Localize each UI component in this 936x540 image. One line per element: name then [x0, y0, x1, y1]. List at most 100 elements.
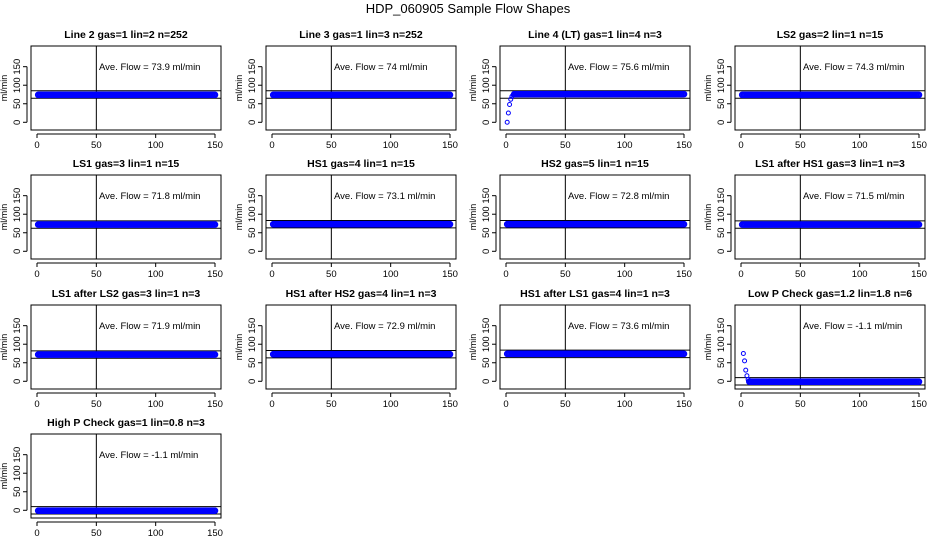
average-flow-annotation: Ave. Flow = 71.8 ml/min: [99, 191, 200, 202]
x-tick-label: 100: [148, 140, 164, 151]
data-point: [508, 96, 514, 102]
x-tick-label: 0: [738, 399, 743, 410]
x-tick-label: 150: [676, 140, 692, 151]
y-tick-label: 150: [12, 318, 23, 334]
data-point: [915, 91, 923, 99]
y-tick-label: 50: [481, 357, 492, 368]
y-tick-label: 50: [716, 357, 727, 368]
data-point: [743, 367, 749, 373]
x-tick-label: 150: [911, 140, 927, 151]
x-tick-label: 0: [503, 269, 508, 280]
x-tick-label: 100: [148, 528, 164, 539]
x-tick-label: 0: [269, 399, 274, 410]
y-tick-label: 50: [247, 227, 258, 238]
x-tick-label: 150: [676, 399, 692, 410]
data-point: [742, 358, 748, 364]
y-tick-label: 50: [12, 486, 23, 497]
data-points: [269, 91, 454, 99]
y-tick-label: 100: [12, 336, 23, 352]
panel-title: LS2 gas=2 lin=1 n=15: [777, 29, 884, 41]
y-tick-label: 0: [12, 508, 23, 513]
data-point: [211, 507, 219, 514]
x-tick-label: 50: [795, 399, 806, 410]
x-tick-label: 100: [852, 269, 868, 280]
y-tick-label: 150: [716, 318, 727, 334]
x-tick-label: 150: [207, 399, 223, 410]
y-tick-label: 100: [12, 465, 23, 481]
data-point: [680, 90, 688, 98]
plot-frame: [30, 433, 222, 519]
x-tick-label: 150: [442, 399, 458, 410]
y-tick-label: 0: [716, 249, 727, 254]
chart-panel-12: Low P Check gas=1.2 lin=1.8 n=6 0 50 100 150…: [703, 288, 927, 410]
plot-frame: [734, 304, 926, 390]
y-tick-label: 0: [481, 249, 492, 254]
x-tick-label: 100: [852, 140, 868, 151]
y-axis-label: ml/min: [468, 334, 478, 361]
y-axis-label: ml/min: [234, 204, 244, 231]
plot-frame: [734, 45, 926, 131]
chart-panel-9: LS1 after LS2 gas=3 lin=1 n=3 0 50 100 150 0 5…: [0, 288, 223, 410]
x-tick-label: 0: [34, 140, 39, 151]
data-points: [740, 350, 923, 385]
y-tick-label: 100: [716, 77, 727, 93]
average-flow-annotation: Ave. Flow = 71.9 ml/min: [99, 321, 200, 332]
average-flow-annotation: Ave. Flow = 73.9 ml/min: [99, 62, 200, 73]
chart-panel-11: HS1 after LS1 gas=4 lin=1 n=3 0 50 100 150 0 5…: [468, 288, 692, 410]
y-tick-label: 100: [247, 336, 258, 352]
y-tick-label: 0: [247, 249, 258, 254]
y-tick-label: 100: [716, 336, 727, 352]
plot-frame: [265, 304, 457, 390]
x-tick-label: 0: [34, 269, 39, 280]
chart-panel-10: HS1 after HS2 gas=4 lin=1 n=3 0 50 100 150 0 5…: [234, 288, 458, 410]
x-tick-label: 100: [617, 399, 633, 410]
panel-title: HS1 gas=4 lin=1 n=15: [307, 158, 415, 170]
average-flow-annotation: Ave. Flow = 72.8 ml/min: [568, 191, 669, 202]
data-point: [446, 91, 454, 99]
plot-frame: [499, 174, 691, 260]
x-tick-label: 50: [560, 269, 571, 280]
y-tick-label: 50: [12, 98, 23, 109]
panel-title: HS1 after LS1 gas=4 lin=1 n=3: [520, 288, 670, 300]
plot-frame: [499, 304, 691, 390]
chart-panel-8: LS1 after HS1 gas=3 lin=1 n=3 0 50 100 150 0 5…: [703, 158, 927, 280]
y-tick-label: 150: [247, 59, 258, 75]
y-tick-label: 50: [12, 227, 23, 238]
y-tick-label: 100: [716, 206, 727, 222]
y-tick-label: 50: [716, 98, 727, 109]
x-tick-label: 50: [560, 399, 571, 410]
data-point: [446, 350, 454, 358]
x-tick-label: 0: [34, 528, 39, 539]
y-tick-label: 150: [716, 188, 727, 204]
x-tick-label: 50: [326, 399, 337, 410]
x-tick-label: 0: [503, 140, 508, 151]
y-axis-label: ml/min: [703, 204, 713, 231]
y-tick-label: 0: [481, 379, 492, 384]
y-tick-label: 100: [481, 77, 492, 93]
x-tick-label: 50: [91, 399, 102, 410]
average-flow-annotation: Ave. Flow = 74.3 ml/min: [803, 62, 904, 73]
data-point: [915, 378, 923, 385]
average-flow-annotation: Ave. Flow = 72.9 ml/min: [334, 321, 435, 332]
y-tick-label: 0: [247, 120, 258, 125]
x-tick-label: 0: [738, 140, 743, 151]
x-tick-label: 50: [91, 528, 102, 539]
y-tick-label: 0: [12, 120, 23, 125]
y-tick-label: 50: [12, 357, 23, 368]
x-tick-label: 100: [852, 399, 868, 410]
panel-title: LS1 gas=3 lin=1 n=15: [73, 158, 180, 170]
plot-frame: [499, 45, 691, 131]
panel-title: Line 3 gas=1 lin=3 n=252: [299, 29, 423, 41]
chart-panel-6: HS1 gas=4 lin=1 n=150 50 100 150050100150ml…: [234, 158, 458, 280]
x-tick-label: 50: [91, 140, 102, 151]
panel-title: High P Check gas=1 lin=0.8 n=3: [47, 417, 205, 429]
y-tick-label: 0: [481, 120, 492, 125]
y-axis-label: ml/min: [0, 204, 9, 231]
data-point: [211, 351, 219, 358]
y-tick-label: 150: [481, 318, 492, 334]
y-tick-label: 100: [481, 206, 492, 222]
x-tick-label: 150: [207, 269, 223, 280]
x-tick-label: 0: [269, 269, 274, 280]
data-point: [740, 350, 746, 356]
